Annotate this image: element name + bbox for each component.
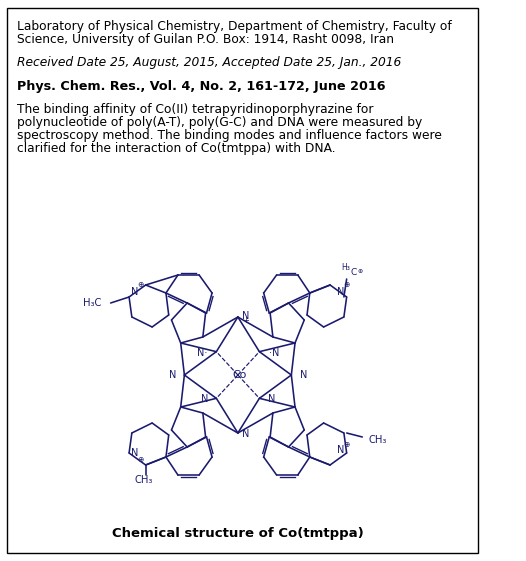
Text: ⊕: ⊕: [137, 454, 143, 463]
Text: +: +: [242, 315, 249, 324]
Text: N: N: [338, 287, 345, 297]
Text: ⊕: ⊕: [343, 279, 350, 288]
Text: Received Date 25, August, 2015, Accepted Date 25, Jan., 2016: Received Date 25, August, 2015, Accepted…: [17, 56, 401, 69]
Text: N: N: [131, 287, 138, 297]
Text: H₃C: H₃C: [83, 298, 102, 308]
Text: N: N: [300, 370, 307, 380]
Text: polynucleotide of poly(A-T), poly(G-C) and DNA were measured by: polynucleotide of poly(A-T), poly(G-C) a…: [17, 116, 422, 129]
Text: N: N: [242, 429, 250, 439]
Text: N: N: [338, 445, 345, 455]
Text: CH₃: CH₃: [135, 475, 153, 485]
Text: Chemical structure of Co(tmtppa): Chemical structure of Co(tmtppa): [112, 527, 364, 540]
Text: clarified for the interaction of Co(tmtppa) with DNA.: clarified for the interaction of Co(tmtp…: [17, 142, 335, 155]
Text: N: N: [201, 394, 208, 404]
Text: N: N: [131, 448, 138, 458]
Text: N·: N·: [197, 348, 207, 358]
Text: Co: Co: [232, 370, 247, 380]
Text: Phys. Chem. Res., Vol. 4, No. 2, 161-172, June 2016: Phys. Chem. Res., Vol. 4, No. 2, 161-172…: [17, 80, 385, 93]
Text: ⊕: ⊕: [358, 269, 363, 274]
Text: Laboratory of Physical Chemistry, Department of Chemistry, Faculty of: Laboratory of Physical Chemistry, Depart…: [17, 20, 451, 33]
Text: The binding affinity of Co(II) tetrapyridinoporphyrazine for: The binding affinity of Co(II) tetrapyri…: [17, 103, 373, 116]
Text: ⊕: ⊕: [343, 439, 350, 448]
Text: N: N: [268, 394, 275, 404]
Text: ·N: ·N: [269, 348, 279, 358]
Text: N: N: [169, 370, 176, 380]
Text: H₃: H₃: [341, 263, 350, 272]
Text: N: N: [242, 311, 250, 321]
Text: C: C: [350, 268, 357, 277]
Text: Science, University of Guilan P.O. Box: 1914, Rasht 0098, Iran: Science, University of Guilan P.O. Box: …: [17, 33, 393, 46]
Text: CH₃: CH₃: [369, 435, 387, 445]
Text: spectroscopy method. The binding modes and influence factors were: spectroscopy method. The binding modes a…: [17, 129, 441, 142]
Text: ⊕: ⊕: [137, 279, 143, 288]
